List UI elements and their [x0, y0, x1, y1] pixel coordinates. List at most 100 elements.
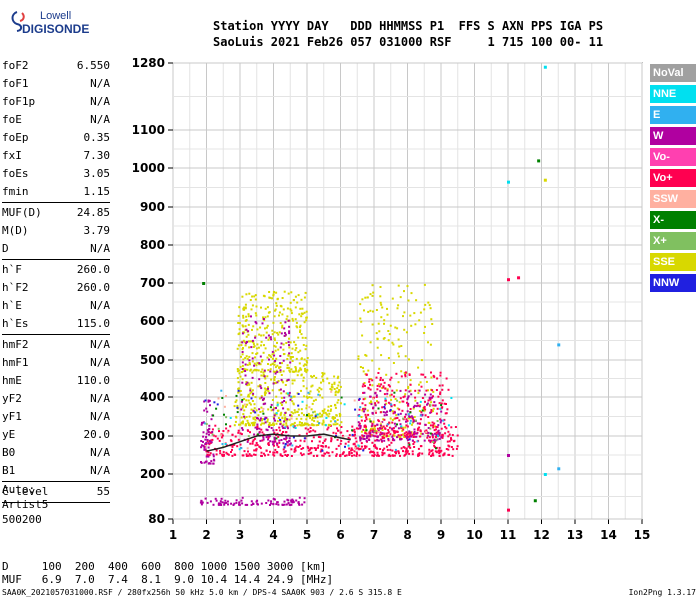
data-point	[214, 424, 217, 427]
data-point	[268, 291, 271, 293]
data-point	[266, 306, 269, 309]
data-point	[298, 369, 301, 372]
data-point	[333, 375, 336, 378]
outlier-point	[543, 65, 547, 69]
data-point	[419, 418, 422, 421]
data-point	[400, 345, 403, 347]
data-point	[401, 409, 404, 412]
data-point	[223, 502, 226, 505]
y-tick-label: 1000	[132, 161, 165, 175]
data-point	[262, 373, 265, 376]
data-point	[371, 359, 374, 362]
data-point	[375, 396, 378, 398]
data-point	[290, 352, 293, 355]
data-point	[259, 385, 262, 388]
data-point	[253, 453, 255, 456]
data-point	[289, 361, 292, 364]
data-point	[273, 337, 276, 340]
data-point	[277, 417, 280, 419]
data-point	[428, 453, 431, 456]
data-point	[285, 401, 287, 404]
data-point	[305, 432, 308, 435]
data-point	[281, 362, 283, 365]
data-point	[255, 364, 258, 367]
data-point	[435, 434, 438, 436]
data-point	[417, 427, 420, 430]
data-point	[426, 436, 429, 439]
data-point	[378, 367, 381, 370]
data-point	[364, 384, 366, 387]
data-point	[256, 428, 259, 431]
data-point	[291, 317, 294, 320]
data-point	[224, 499, 227, 502]
data-point	[370, 403, 373, 406]
data-point	[322, 373, 325, 376]
data-point	[294, 447, 297, 450]
data-point	[263, 369, 266, 372]
data-point	[421, 397, 424, 399]
data-point	[270, 427, 273, 429]
data-point	[439, 418, 442, 421]
data-point	[428, 304, 431, 307]
param-separator	[2, 259, 110, 260]
data-point	[264, 382, 267, 384]
y-tick-label: 400	[140, 390, 165, 404]
data-point	[264, 393, 267, 396]
data-point	[404, 389, 407, 392]
data-point	[440, 402, 443, 405]
data-point	[399, 397, 402, 400]
data-point	[425, 431, 428, 434]
data-point	[269, 504, 271, 506]
data-point	[204, 497, 207, 500]
data-point	[297, 501, 300, 504]
x-tick-label: 14	[600, 528, 617, 542]
data-point	[450, 397, 453, 399]
data-point	[239, 375, 242, 378]
data-point	[272, 443, 275, 446]
data-point	[273, 440, 276, 443]
data-point	[421, 432, 424, 435]
data-point	[273, 414, 276, 417]
data-point	[324, 411, 327, 414]
data-point	[437, 434, 439, 437]
data-point	[245, 342, 248, 345]
data-point	[438, 449, 441, 452]
y-tick-label: 800	[140, 238, 165, 252]
data-point	[392, 412, 395, 415]
data-point	[273, 377, 276, 380]
data-point	[245, 293, 248, 296]
data-point	[243, 409, 246, 412]
param-label: foE	[2, 113, 22, 126]
data-point	[364, 419, 367, 422]
data-point	[362, 428, 365, 431]
data-point	[329, 420, 332, 423]
data-point	[438, 384, 441, 387]
data-point	[200, 423, 203, 426]
outlier-point	[507, 508, 510, 512]
data-point	[321, 449, 324, 452]
data-point	[423, 308, 426, 311]
data-point	[422, 373, 425, 376]
data-point	[251, 442, 254, 445]
data-point	[265, 388, 268, 391]
data-point	[282, 343, 285, 346]
data-point	[283, 290, 286, 293]
data-point	[300, 412, 303, 415]
data-point	[279, 366, 282, 369]
data-point	[369, 309, 372, 312]
data-point	[244, 357, 247, 359]
data-point	[448, 440, 451, 443]
param-label: yF1	[2, 410, 22, 423]
data-point	[297, 294, 300, 297]
data-point	[238, 306, 241, 309]
data-point	[208, 399, 211, 402]
data-point	[381, 454, 384, 457]
param-value: N/A	[90, 410, 110, 423]
data-point	[417, 366, 420, 369]
data-point	[256, 502, 259, 505]
data-point	[311, 402, 314, 405]
data-point	[379, 286, 382, 288]
data-point	[383, 414, 386, 417]
data-point	[281, 297, 284, 299]
data-point	[368, 418, 371, 421]
